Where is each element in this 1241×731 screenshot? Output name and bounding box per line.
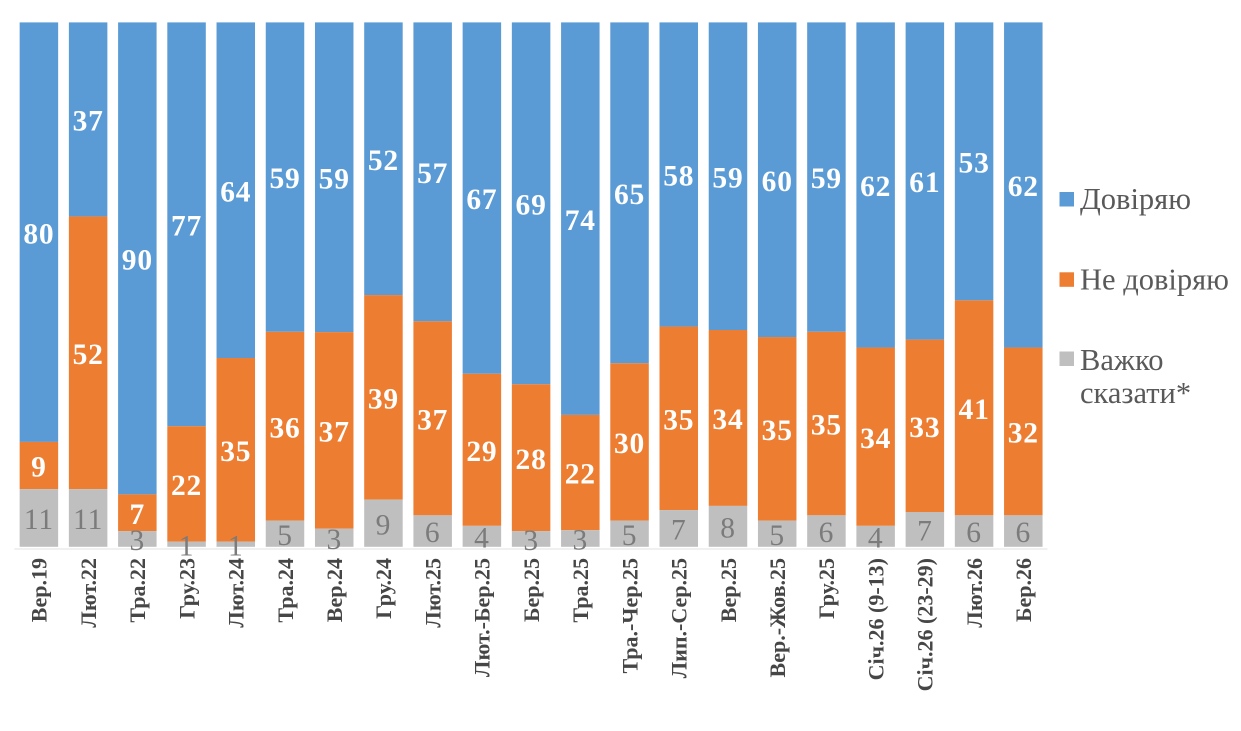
- svg-text:29: 29: [466, 436, 497, 468]
- svg-text:59: 59: [319, 163, 350, 195]
- svg-text:64: 64: [220, 176, 251, 208]
- svg-text:33: 33: [909, 412, 940, 444]
- svg-text:Лют.-Бер.25: Лют.-Бер.25: [470, 558, 495, 677]
- svg-text:Довіряю: Довіряю: [1080, 182, 1191, 216]
- svg-text:3: 3: [130, 525, 146, 557]
- svg-text:60: 60: [762, 166, 793, 198]
- svg-text:5: 5: [769, 520, 785, 552]
- svg-text:11: 11: [24, 504, 54, 536]
- svg-text:сказати*: сказати*: [1080, 376, 1191, 410]
- svg-text:39: 39: [368, 383, 399, 415]
- svg-text:Тра.-Чер.25: Тра.-Чер.25: [617, 558, 642, 674]
- svg-text:52: 52: [73, 339, 104, 371]
- svg-text:35: 35: [762, 415, 793, 447]
- svg-text:9: 9: [376, 509, 392, 541]
- svg-text:Бер.26: Бер.26: [1011, 558, 1036, 622]
- svg-text:37: 37: [417, 404, 448, 436]
- svg-text:35: 35: [811, 410, 842, 442]
- svg-text:Січ.26 (9-13): Січ.26 (9-13): [863, 558, 888, 680]
- svg-text:36: 36: [269, 412, 300, 444]
- svg-text:41: 41: [959, 394, 990, 426]
- svg-text:65: 65: [614, 179, 645, 211]
- svg-text:8: 8: [720, 512, 736, 544]
- svg-text:59: 59: [712, 162, 743, 194]
- svg-text:4: 4: [868, 522, 884, 554]
- svg-text:Не довіряю: Не довіряю: [1080, 262, 1229, 296]
- svg-text:3: 3: [523, 525, 539, 557]
- svg-text:58: 58: [663, 161, 694, 193]
- svg-text:1: 1: [179, 530, 195, 562]
- svg-text:Вер.19: Вер.19: [27, 558, 52, 622]
- svg-text:5: 5: [622, 520, 638, 552]
- svg-text:Лип.-Сер.25: Лип.-Сер.25: [667, 558, 692, 678]
- svg-text:Гру.24: Гру.24: [371, 558, 396, 619]
- svg-text:Важко: Важко: [1080, 343, 1163, 377]
- svg-text:Бер.25: Бер.25: [519, 558, 544, 622]
- svg-text:35: 35: [220, 436, 251, 468]
- svg-text:Січ.26 (23-29): Січ.26 (23-29): [913, 558, 938, 691]
- svg-text:32: 32: [1008, 418, 1039, 450]
- svg-text:Тра.22: Тра.22: [125, 558, 150, 623]
- svg-text:Лют.24: Лют.24: [224, 558, 249, 628]
- svg-text:34: 34: [712, 404, 743, 436]
- svg-text:Гру.25: Гру.25: [814, 558, 839, 619]
- svg-text:Гру.23: Гру.23: [174, 558, 199, 619]
- svg-text:Вер.-Жов.25: Вер.-Жов.25: [765, 558, 790, 677]
- svg-text:30: 30: [614, 428, 645, 460]
- svg-text:90: 90: [122, 244, 153, 276]
- svg-text:7: 7: [671, 515, 687, 547]
- svg-text:22: 22: [565, 459, 596, 491]
- svg-text:61: 61: [909, 167, 940, 199]
- svg-text:7: 7: [130, 499, 146, 531]
- svg-text:7: 7: [917, 516, 933, 548]
- svg-text:74: 74: [565, 205, 596, 237]
- svg-text:1: 1: [228, 530, 244, 562]
- svg-text:Лют.25: Лют.25: [420, 558, 445, 628]
- svg-text:Лют.26: Лют.26: [962, 558, 987, 628]
- svg-text:34: 34: [860, 423, 891, 455]
- svg-text:22: 22: [171, 470, 202, 502]
- svg-text:52: 52: [368, 145, 399, 177]
- svg-text:80: 80: [23, 218, 54, 250]
- svg-text:69: 69: [516, 189, 547, 221]
- svg-text:6: 6: [1016, 517, 1032, 549]
- svg-text:4: 4: [474, 522, 490, 554]
- svg-text:35: 35: [663, 404, 694, 436]
- svg-text:62: 62: [860, 171, 891, 203]
- svg-text:3: 3: [573, 525, 589, 557]
- svg-text:3: 3: [326, 524, 342, 556]
- svg-text:28: 28: [516, 444, 547, 476]
- svg-text:53: 53: [959, 147, 990, 179]
- svg-text:62: 62: [1008, 171, 1039, 203]
- svg-text:59: 59: [269, 163, 300, 195]
- svg-text:37: 37: [319, 417, 350, 449]
- svg-text:Вер.25: Вер.25: [716, 558, 741, 622]
- svg-text:67: 67: [466, 184, 497, 216]
- svg-text:Тра.25: Тра.25: [568, 558, 593, 623]
- svg-text:5: 5: [277, 520, 293, 552]
- svg-text:6: 6: [819, 517, 835, 549]
- svg-text:37: 37: [73, 106, 104, 138]
- svg-text:9: 9: [31, 452, 47, 484]
- svg-text:Вер.24: Вер.24: [322, 558, 347, 622]
- svg-text:59: 59: [811, 163, 842, 195]
- svg-text:77: 77: [171, 210, 202, 242]
- svg-text:Лют.22: Лют.22: [76, 558, 101, 628]
- svg-text:6: 6: [966, 517, 982, 549]
- svg-text:57: 57: [417, 158, 448, 190]
- svg-text:Тра.24: Тра.24: [273, 558, 298, 623]
- svg-text:6: 6: [425, 517, 441, 549]
- svg-text:11: 11: [73, 504, 103, 536]
